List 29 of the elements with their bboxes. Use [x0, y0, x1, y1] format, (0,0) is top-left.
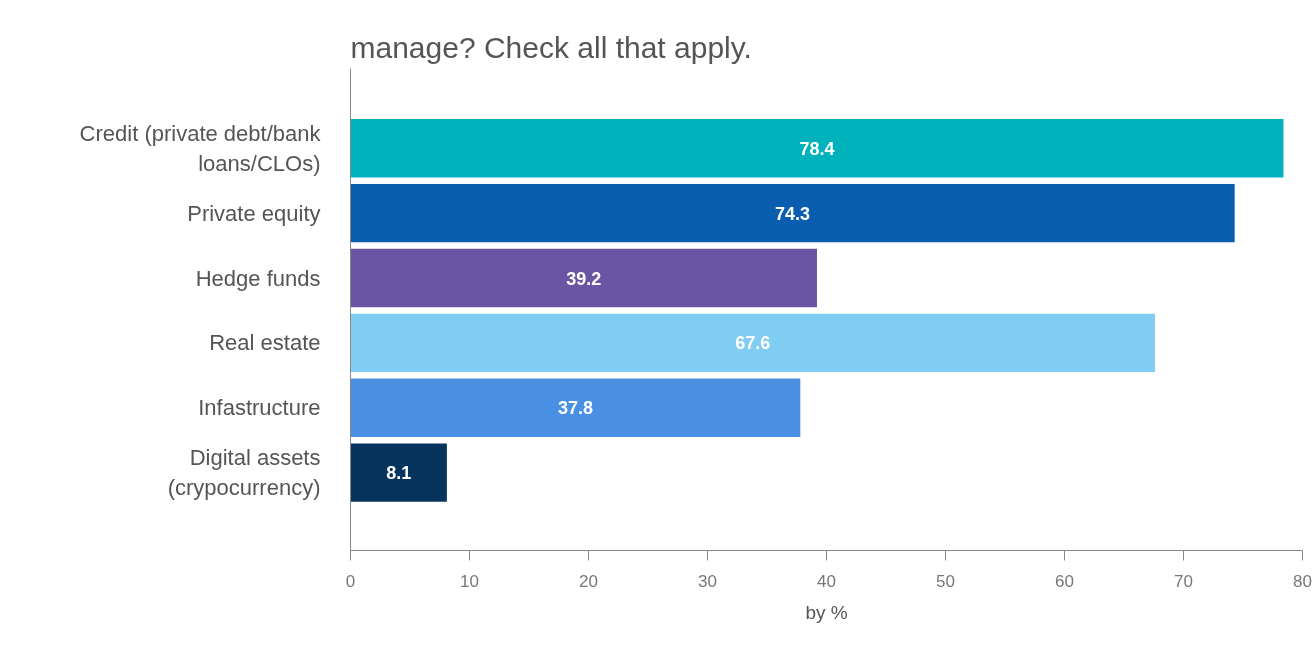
y-tick-label: Hedge funds	[195, 265, 321, 291]
y-tick-label: Credit (private debt/bank loans/CLOs)	[79, 120, 322, 176]
x-tick-label: 80	[1293, 571, 1312, 591]
data-label: 37.8	[557, 398, 593, 419]
x-tick-label: 0	[345, 571, 356, 591]
x-tick-label: 30	[698, 571, 717, 591]
y-tick-label: Real estate	[209, 330, 321, 356]
bar	[350, 248, 817, 308]
data-label: 74.3	[775, 203, 811, 224]
bar	[350, 378, 801, 437]
data-label: 67.6	[735, 333, 771, 354]
x-tick-label: 50	[936, 571, 955, 591]
bar	[350, 313, 1155, 373]
x-tick-label: 10	[460, 571, 479, 591]
x-tick-label: 70	[1174, 571, 1193, 591]
y-tick-label: Private equity	[187, 200, 321, 226]
bar	[350, 443, 447, 502]
x-tick-label: 60	[1055, 571, 1074, 591]
bar	[350, 183, 1235, 243]
x-axis-title: by %	[805, 601, 848, 623]
y-tick-label: Digital assets (crypocurrency)	[167, 445, 321, 501]
chart-title: manage? Check all that apply.	[350, 30, 752, 64]
data-label: 8.1	[386, 463, 412, 484]
y-tick-label: Infastructure	[198, 395, 321, 421]
x-tick-label: 40	[817, 571, 836, 591]
data-label: 78.4	[799, 138, 835, 159]
bar	[350, 119, 1284, 178]
x-tick-label: 20	[579, 571, 598, 591]
data-label: 39.2	[566, 268, 602, 289]
